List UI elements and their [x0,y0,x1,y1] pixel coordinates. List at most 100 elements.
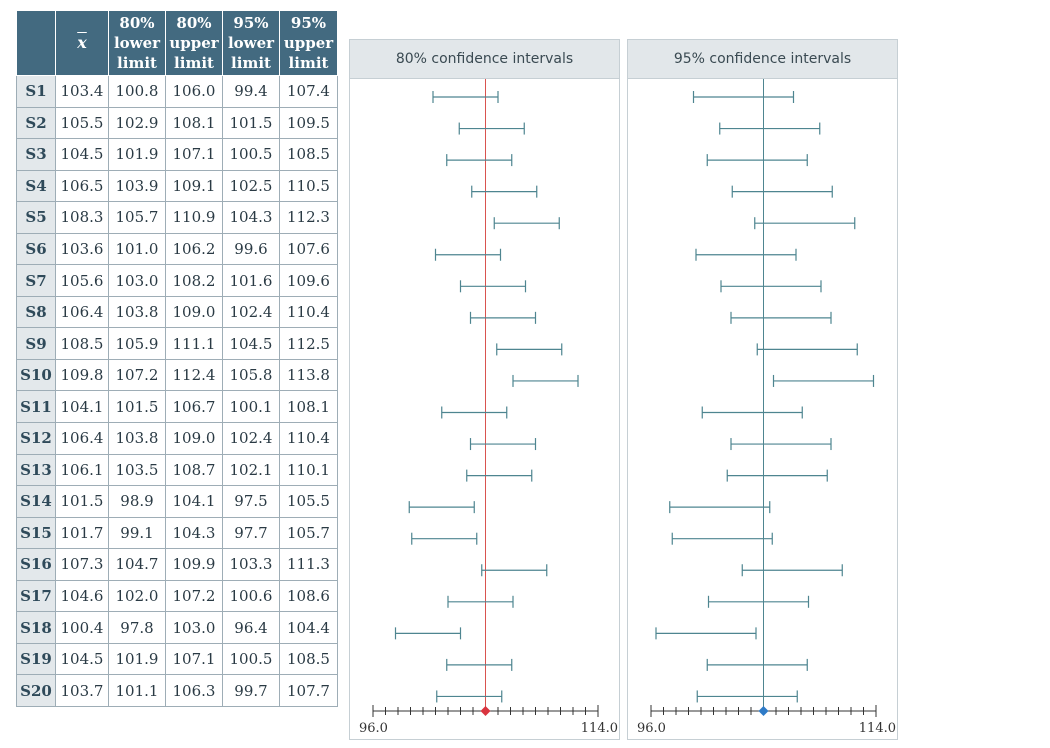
table-row: S18 100.4 97.8 103.0 96.4 104.4 [16,611,338,644]
x-tick-label-min: 96.0 [359,721,388,736]
ci-95-chart: 95% confidence intervals 96.0 114.0 [627,39,898,740]
mean-header: x [55,10,109,76]
upper95-cell: 110.4 [279,295,338,329]
sample-label: S12 [16,422,56,455]
lower80-cell: 101.9 [108,642,166,676]
mean-cell: 105.6 [55,264,109,297]
upper80-cell: 108.7 [165,453,223,487]
interval-S16 [741,564,843,577]
interval-S12 [730,438,832,451]
upper80-cell: 109.1 [165,169,223,203]
mean-cell: 100.4 [55,611,109,644]
sample-label: S10 [16,358,56,392]
interval-S16 [481,564,548,577]
lower95-cell: 104.5 [222,327,280,360]
upper95-cell: 105.5 [279,485,338,518]
table-row: S5 108.3 105.7 110.9 104.3 112.3 [16,201,338,234]
interval-S15 [671,532,773,545]
mean-cell: 106.4 [55,295,109,329]
lower95-cell: 102.5 [222,169,280,203]
interval-S3 [706,154,808,167]
interval-S5 [754,217,856,230]
upper95-cell: 111.3 [279,548,338,581]
upper95-cell: 110.5 [279,169,338,203]
interval-S17 [707,595,810,608]
lower95-cell: 99.4 [222,75,280,108]
mean-cell: 108.5 [55,327,109,360]
interval-S4 [731,185,833,198]
upper80-cell: 107.1 [165,138,223,171]
table-row: S10 109.8 107.2 112.4 105.8 113.8 [16,358,338,392]
upper80-cell: 106.7 [165,390,223,424]
upper80-cell: 110.9 [165,201,223,234]
interval-S20 [696,690,798,703]
sample-label: S7 [16,264,56,297]
table-row: S2 105.5 102.9 108.1 101.5 109.5 [16,106,338,140]
lower95-cell: 101.5 [222,106,280,140]
ci-table: x 80% lower limit 80% upper limit 95% lower li… [16,10,338,707]
mean-cell: 108.3 [55,201,109,234]
lower80-cell: 101.0 [108,232,166,266]
table-row: S14 101.5 98.9 104.1 97.5 105.5 [16,485,338,518]
interval-S18 [655,627,757,640]
lower95-cell: 100.5 [222,138,280,171]
interval-S2 [719,122,821,135]
table-row: S8 106.4 103.8 109.0 102.4 110.4 [16,295,338,329]
mean-cell: 104.5 [55,138,109,171]
lower80-cell: 97.8 [108,611,166,644]
interval-S11 [701,406,803,419]
lower95-cell: 97.7 [222,516,280,550]
sample-label: S14 [16,485,56,518]
sample-label: S6 [16,232,56,266]
interval-S1 [692,91,795,103]
lower80-cell: 105.9 [108,327,166,360]
mean-cell: 101.7 [55,516,109,550]
sample-label: S9 [16,327,56,360]
upper95-cell: 108.1 [279,390,338,424]
upper80-cell: 111.1 [165,327,223,360]
upper95-cell: 107.4 [279,75,338,108]
sample-label: S5 [16,201,56,234]
upper95-cell: 108.6 [279,579,338,613]
lower80-header: 80% lower limit [108,10,166,76]
interval-S6 [434,248,502,261]
lower95-cell: 100.5 [222,642,280,676]
table-row: S15 101.7 99.1 104.3 97.7 105.7 [16,516,338,550]
mean-cell: 106.5 [55,169,109,203]
upper80-cell: 108.1 [165,106,223,140]
interval-S2 [458,122,525,135]
sample-label: S13 [16,453,56,487]
lower80-cell: 104.7 [108,548,166,581]
sample-label: S17 [16,579,56,613]
upper95-header: 95% upper limit [279,10,338,76]
upper80-cell: 109.0 [165,422,223,455]
lower80-cell: 103.9 [108,169,166,203]
sample-label: S18 [16,611,56,644]
upper95-cell: 109.6 [279,264,338,297]
lower80-cell: 103.0 [108,264,166,297]
table-body: S1 103.4 100.8 106.0 99.4 107.4 S2 105.5 102.9 10… [16,75,338,707]
interval-S19 [446,658,513,671]
interval-S10 [512,374,579,387]
lower80-cell: 102.0 [108,579,166,613]
upper80-cell: 104.3 [165,516,223,550]
mean-cell: 107.3 [55,548,109,581]
lower80-cell: 103.5 [108,453,166,487]
table-row: S3 104.5 101.9 107.1 100.5 108.5 [16,138,338,171]
table-row: S7 105.6 103.0 108.2 101.6 109.6 [16,264,338,297]
lower95-cell: 96.4 [222,611,280,644]
table-row: S17 104.6 102.0 107.2 100.6 108.6 [16,579,338,613]
sample-label: S3 [16,138,56,171]
x-tick-label-max: 114.0 [581,721,618,736]
table-row: S1 103.4 100.8 106.0 99.4 107.4 [16,75,338,108]
upper95-cell: 112.5 [279,327,338,360]
interval-S15 [411,532,478,545]
upper80-cell: 107.2 [165,579,223,613]
x-tick-label-max: 114.0 [859,721,896,736]
upper80-cell: 106.0 [165,75,223,108]
lower95-cell: 102.4 [222,422,280,455]
mean-cell: 105.5 [55,106,109,140]
lower80-cell: 101.1 [108,674,166,707]
interval-S9 [496,343,563,356]
mean-cell: 109.8 [55,358,109,392]
